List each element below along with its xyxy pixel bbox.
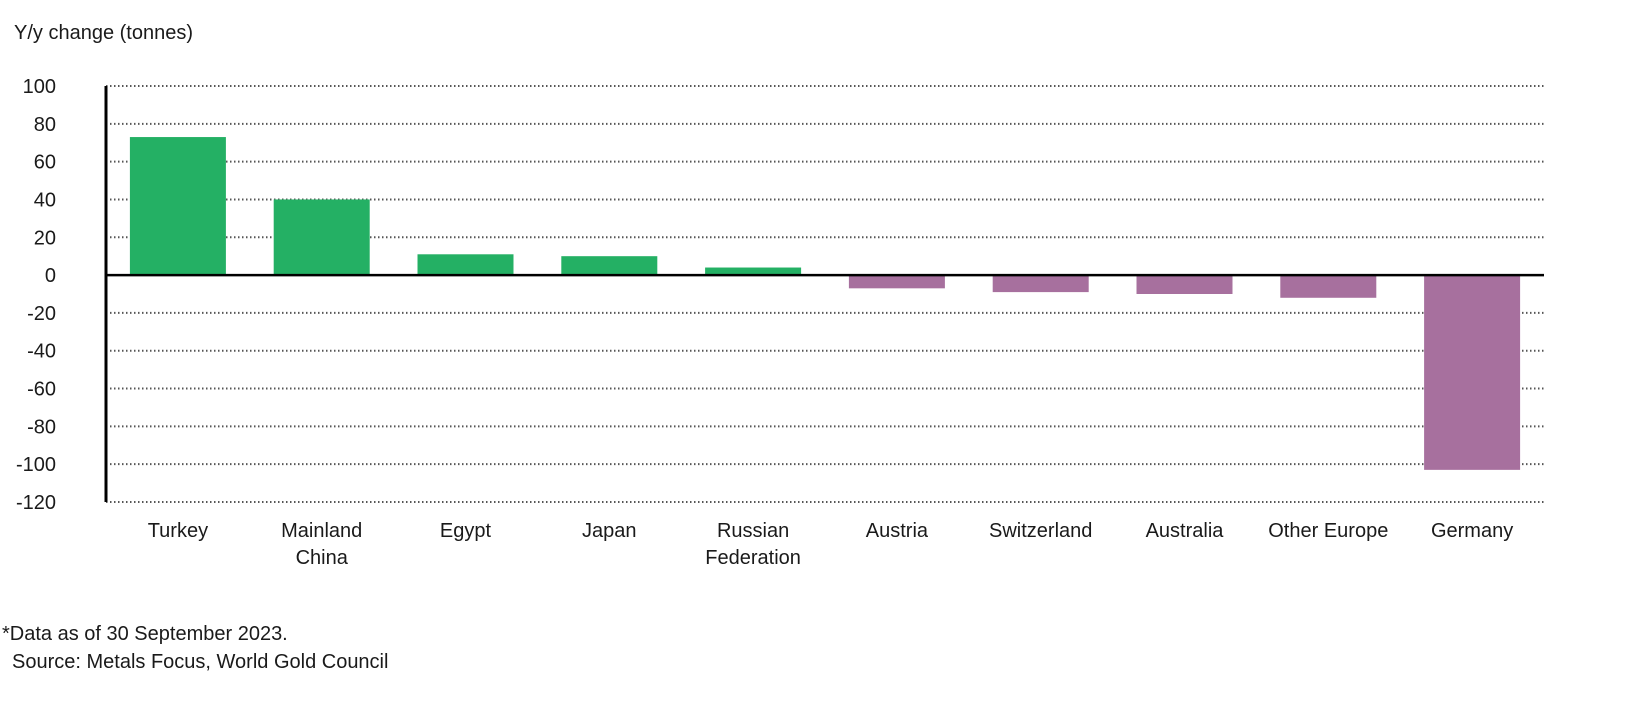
y-tick-label: 20 bbox=[34, 227, 56, 249]
x-tick-label: Austria bbox=[866, 520, 929, 542]
x-tick-label: Egypt bbox=[440, 520, 492, 542]
bar bbox=[1424, 275, 1521, 470]
y-tick-label: 100 bbox=[23, 76, 56, 98]
x-tick-label: Switzerland bbox=[989, 520, 1092, 542]
bar bbox=[848, 275, 945, 289]
x-tick-label: Other Europe bbox=[1268, 520, 1388, 542]
bar bbox=[273, 199, 370, 276]
bar bbox=[992, 275, 1089, 293]
y-tick-label: -20 bbox=[27, 303, 56, 325]
y-tick-label: 40 bbox=[34, 189, 56, 211]
y-axis-title: Y/y change (tonnes) bbox=[14, 22, 193, 44]
y-tick-labels: 100 80 60 40 20 0 -20 -40 -60 -80 -100 -120 bbox=[16, 76, 56, 514]
x-tick-label: Japan bbox=[582, 520, 637, 542]
footnote-source: Source: Metals Focus, World Gold Council bbox=[12, 651, 389, 673]
y-tick-label: -60 bbox=[27, 379, 56, 401]
y-tick-label: 60 bbox=[34, 152, 56, 174]
x-tick-label: Russian Federation bbox=[705, 520, 801, 569]
bars bbox=[129, 137, 1521, 470]
bar bbox=[129, 137, 226, 276]
bar bbox=[417, 254, 514, 276]
y-tick-label: -40 bbox=[27, 341, 56, 363]
y-tick-label: 0 bbox=[45, 265, 56, 287]
x-tick-label: Germany bbox=[1431, 520, 1513, 542]
x-tick-labels: Turkey Mainland China Egypt Japan Russian Fede… bbox=[148, 520, 1514, 569]
footnote: *Data as of 30 September 2023. Source: M… bbox=[2, 620, 388, 676]
bar bbox=[1280, 275, 1377, 298]
y-tick-label: -100 bbox=[16, 454, 56, 476]
bar bbox=[705, 267, 802, 276]
axes bbox=[104, 86, 1544, 502]
x-tick-label: Australia bbox=[1146, 520, 1225, 542]
y-tick-label: -120 bbox=[16, 492, 56, 514]
bar-chart: 100 80 60 40 20 0 -20 -40 -60 -80 -100 -120 Turkey M… bbox=[16, 76, 1544, 569]
x-tick-label: Mainland China bbox=[281, 520, 362, 569]
y-tick-label: 80 bbox=[34, 114, 56, 136]
y-tick-label: -80 bbox=[27, 416, 56, 438]
footnote-date: *Data as of 30 September 2023. bbox=[2, 623, 288, 645]
bar bbox=[1136, 275, 1233, 294]
bar bbox=[561, 256, 658, 276]
x-tick-label: Turkey bbox=[148, 520, 208, 542]
